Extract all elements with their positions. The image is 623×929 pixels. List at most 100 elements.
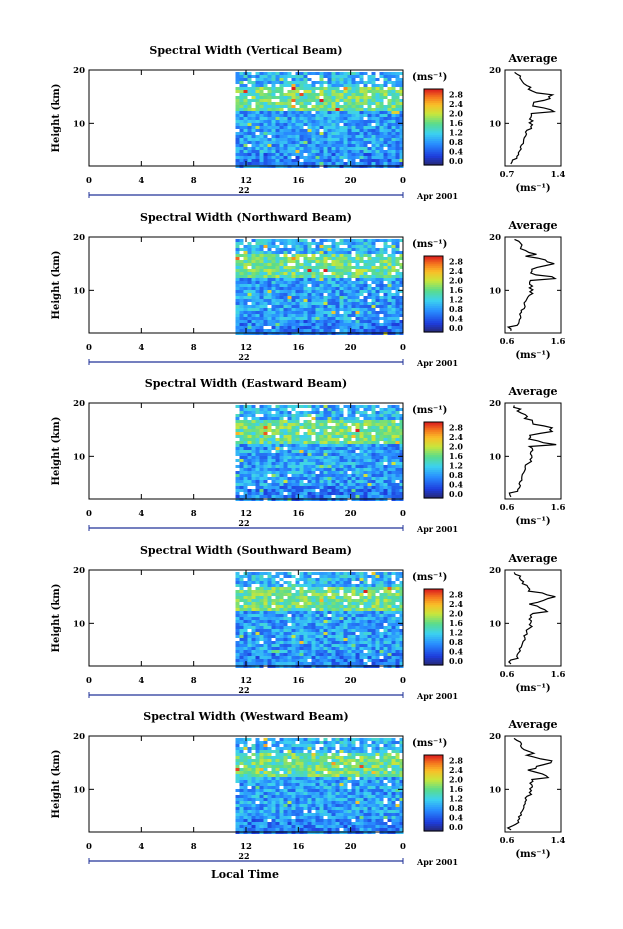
heatmap-cell [359,632,364,635]
heatmap-cell [275,269,280,272]
heatmap-cell [303,611,308,614]
heatmap-cell [375,248,380,251]
heatmap-cell [335,480,340,483]
heatmap-cell [299,123,304,126]
heatmap-cell [367,251,372,254]
heatmap-cell [303,284,308,287]
heatmap-cell [283,123,288,126]
heatmap-cell [379,96,384,99]
heatmap-cell [355,141,360,144]
heatmap-cell [307,462,312,465]
heatmap-cell [295,429,300,432]
heatmap-cell [355,87,360,90]
heatmap-cell [347,111,352,114]
heatmap-cell [243,462,248,465]
heatmap-cell [243,257,248,260]
heatmap-cell [311,326,316,329]
panel-2: Spectral Width (Northward Beam)Height (k… [51,211,565,368]
heatmap-cell [263,81,268,84]
heatmap-cell [283,266,288,269]
heatmap-cell [307,465,312,468]
heatmap-cell [379,239,384,242]
heatmap-cell [367,105,372,108]
heatmap-cell [343,617,348,620]
heatmap-cell [347,120,352,123]
heatmap-cell [355,462,360,465]
heatmap-cell [239,459,244,462]
heatmap-cell [239,81,244,84]
heatmap-cell [319,599,324,602]
heatmap-cell [359,456,364,459]
heatmap-cell [387,429,392,432]
heatmap-cell [395,486,400,489]
heatmap-cell [283,635,288,638]
heatmap-cell [243,617,248,620]
heatmap-cell [247,93,252,96]
heatmap-cell [287,465,292,468]
heatmap-cell [303,144,308,147]
heatmap-cell [315,126,320,129]
heatmap-cell [387,441,392,444]
heatmap-cell [347,102,352,105]
heatmap-cell [239,308,244,311]
heatmap-cell [327,114,332,117]
heatmap-cell [379,135,384,138]
heatmap-cell [327,489,332,492]
heatmap-cell [363,489,368,492]
heatmap-cell [239,117,244,120]
heatmap-cell [387,266,392,269]
heatmap-cell [247,441,252,444]
heatmap-cell [303,117,308,120]
heatmap-cell [351,245,356,248]
heatmap-cell [239,263,244,266]
heatmap-cell [251,153,256,156]
heatmap-cell [283,293,288,296]
heatmap-cell [279,153,284,156]
heatmap-cell [283,429,288,432]
heatmap-cell [379,614,384,617]
heatmap-cell [371,87,376,90]
heatmap-cell [327,138,332,141]
colorbar-segment [424,452,443,455]
heatmap-cell [271,459,276,462]
heatmap-cell [291,242,296,245]
heatmap-cell [395,239,400,242]
heatmap-cell [375,420,380,423]
heatmap-cell [251,296,256,299]
heatmap-cell [291,614,296,617]
colorbar-segment [424,433,443,436]
heatmap-cell [391,239,396,242]
heatmap-cell [343,108,348,111]
heatmap-cell [251,593,256,596]
colorbar-segment [424,276,443,280]
heatmap-cell [375,156,380,159]
colorbar-unit: (ms⁻¹) [412,405,447,416]
heatmap-cell [279,408,284,411]
heatmap-cell [291,314,296,317]
heatmap-cell [323,296,328,299]
heatmap-cell [331,638,336,641]
heatmap-cell [287,317,292,320]
heatmap-cell [355,474,360,477]
heatmap-cell [343,447,348,450]
heatmap-cell [375,314,380,317]
heatmap-cell [327,468,332,471]
heatmap-cell [263,632,268,635]
heatmap-cell [367,117,372,120]
heatmap-cell [303,602,308,605]
heatmap-cell [319,492,324,495]
heatmap-cell [275,90,280,93]
heatmap-cell [275,584,280,587]
heatmap-cell [319,126,324,129]
heatmap-cell [251,84,256,87]
heatmap-cell [379,126,384,129]
heatmap-cell [347,147,352,150]
heatmap-cell [383,411,388,414]
heatmap-cell [335,245,340,248]
heatmap-cell [299,281,304,284]
heatmap-cell [343,257,348,260]
heatmap-cell [287,90,292,93]
heatmap-cell [279,483,284,486]
heatmap-cell [291,147,296,150]
heatmap-cell [255,117,260,120]
